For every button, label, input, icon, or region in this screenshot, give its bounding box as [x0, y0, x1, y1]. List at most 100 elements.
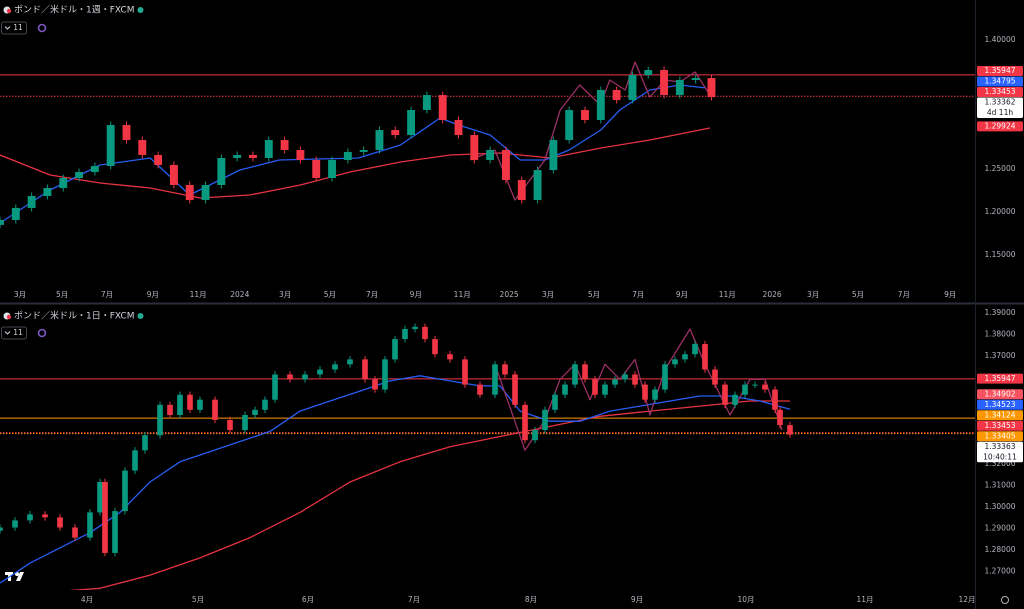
price-label-bg — [977, 420, 1023, 431]
candle — [0, 524, 3, 534]
y-tick-label: 1.20000 — [984, 207, 1015, 216]
candle — [167, 401, 173, 419]
x-tick-label: 2025 — [500, 290, 519, 299]
candle — [492, 361, 498, 398]
candle-body — [280, 140, 289, 150]
candle — [187, 391, 193, 414]
candle — [742, 381, 748, 398]
y-tick-label: 1.37000 — [984, 351, 1015, 360]
candle-body — [562, 384, 568, 395]
price-label: 1.33363 — [984, 442, 1015, 451]
candle — [660, 66, 669, 99]
indicator-count: 11 — [13, 328, 23, 337]
candle — [675, 76, 684, 99]
candle-body — [0, 527, 3, 531]
candle-body — [486, 149, 495, 160]
candle-body — [217, 157, 226, 186]
symbol-title[interactable]: ポンド／米ドル・1週・FXCM — [14, 4, 134, 16]
candle-body — [412, 326, 418, 329]
x-tick-label: 2024 — [230, 290, 249, 299]
candle-body — [712, 369, 718, 385]
indicator-line — [0, 375, 791, 584]
candle-body — [644, 70, 653, 76]
candle-body — [112, 511, 118, 553]
candle-body — [596, 89, 605, 120]
candle-body — [565, 110, 574, 141]
price-label: 1.33453 — [984, 87, 1015, 96]
calendar-icon[interactable] — [1001, 596, 1009, 604]
candle — [0, 216, 4, 229]
x-tick-label: 11月 — [190, 290, 207, 299]
y-tick-label: 1.38000 — [984, 330, 1015, 339]
candle — [217, 154, 226, 189]
price-label-bg — [977, 121, 1023, 132]
candle-body — [612, 89, 621, 101]
candle-body — [87, 512, 93, 538]
candle-body — [612, 379, 618, 385]
candle-body — [90, 165, 99, 173]
candle — [362, 356, 368, 383]
candle — [644, 66, 653, 79]
candle-body — [492, 364, 498, 395]
candle-body — [582, 364, 588, 380]
candle — [632, 371, 638, 388]
candle — [112, 507, 118, 557]
candle — [470, 131, 479, 164]
indicator-toggle[interactable] — [1, 326, 27, 340]
candle-body — [682, 354, 688, 360]
price-label-bg — [977, 389, 1023, 400]
candle-body — [462, 359, 468, 385]
candle-body — [167, 404, 173, 415]
candle — [542, 406, 548, 434]
candle-body — [407, 110, 416, 136]
candle-body — [752, 384, 758, 386]
candle-body — [572, 364, 578, 385]
candle-body — [477, 384, 483, 395]
candle — [177, 391, 183, 419]
candle-body — [702, 344, 708, 370]
candle-body — [517, 180, 526, 200]
candle — [157, 401, 163, 439]
plot-area — [0, 61, 975, 229]
x-tick-label: 11月 — [719, 290, 736, 299]
candle-body — [97, 482, 103, 513]
candle — [392, 335, 398, 363]
y-tick-label: 1.29000 — [984, 524, 1015, 533]
chevron — [4, 331, 11, 335]
candle — [772, 386, 778, 414]
candle — [169, 161, 178, 189]
candle-body — [675, 79, 684, 96]
candle-body — [27, 196, 36, 208]
candle-body — [122, 124, 131, 141]
candle-body — [212, 399, 218, 420]
price-label-bg — [977, 431, 1023, 442]
candle-body — [522, 404, 528, 441]
candle-body — [296, 149, 305, 160]
candle — [549, 136, 558, 174]
price-label: 1.34124 — [984, 411, 1015, 420]
y-tick-label: 1.30000 — [984, 502, 1015, 511]
candle — [242, 411, 248, 434]
symbol-title[interactable]: ポンド／米ドル・1日・FXCM — [14, 310, 134, 322]
settings-icon[interactable] — [37, 23, 47, 33]
x-tick-label: 5月 — [588, 290, 600, 299]
candle-body — [762, 384, 768, 390]
candle — [652, 386, 658, 403]
y-tick-label: 1.27000 — [984, 567, 1015, 576]
candle-body — [227, 419, 233, 431]
x-tick-label: 3月 — [807, 290, 819, 299]
candle-body — [185, 185, 194, 200]
candle — [27, 192, 36, 212]
indicator-line — [68, 400, 790, 590]
settings-icon[interactable] — [37, 328, 47, 338]
market-status — [137, 313, 144, 319]
candle-body — [106, 124, 115, 166]
indicator-toggle[interactable] — [1, 21, 27, 35]
candle-body — [512, 374, 518, 405]
candle-body — [252, 409, 258, 415]
candle-body — [707, 78, 716, 98]
candle-body — [249, 154, 257, 158]
x-tick-label: 3月 — [14, 290, 26, 299]
candle-body — [362, 359, 368, 380]
